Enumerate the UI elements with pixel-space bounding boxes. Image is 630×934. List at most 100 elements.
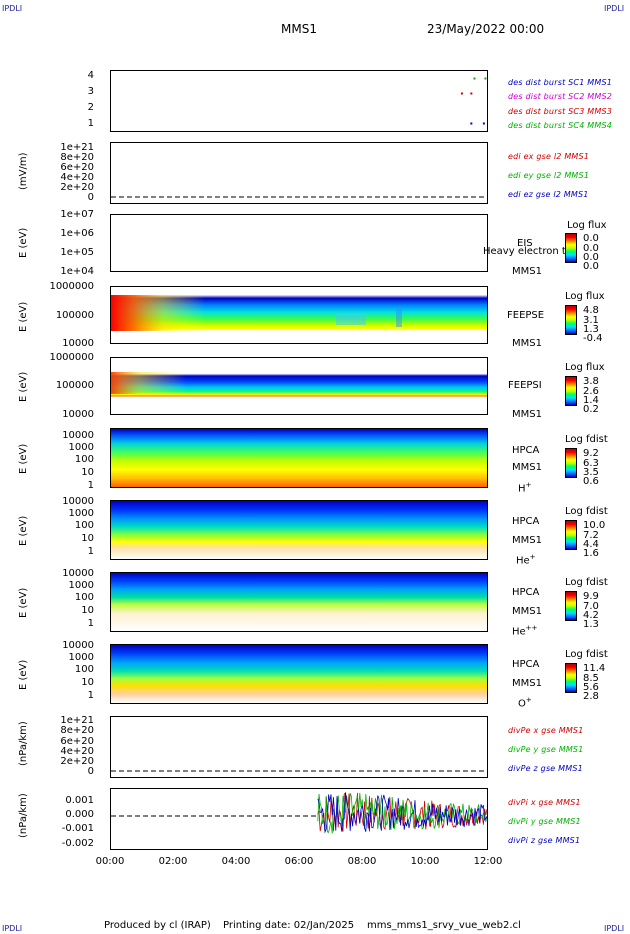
hpca-he-ytick: 10: [81, 533, 94, 544]
feepsi-ylabel: E (eV): [18, 371, 29, 402]
hpca-h-cbar-value: 9.2: [583, 448, 599, 459]
divpe-ytick: 0: [87, 766, 94, 777]
feepse-spectrogram: [111, 287, 487, 343]
hpca-o-cbar-value: 2.8: [583, 691, 599, 702]
feepsi-spacecraft-label: MMS1: [512, 409, 542, 420]
divpe-ytick: 2e+20: [60, 756, 94, 767]
hpca-hepp-cbar-value: 1.3: [583, 619, 599, 630]
legend-edi-y: edi ey gse l2 MMS1: [508, 171, 590, 180]
eis-cbar-value: 0.0: [583, 252, 599, 263]
xaxis-tick: 04:00: [221, 856, 251, 867]
divpe-panel: [110, 716, 488, 778]
divpi-ylabel: (nPa/km): [18, 793, 29, 838]
hpca-h-spectrogram: [111, 429, 487, 487]
hpca-o-cbar-value: 8.5: [583, 673, 599, 684]
eis-ytick: 1e+04: [60, 266, 94, 277]
hpca-he-cbar-value: 7.2: [583, 530, 599, 541]
hpca-he-spacecraft-label: MMS1: [512, 535, 542, 546]
hpca-o-spectrogram: [111, 645, 487, 703]
spacecraft-title: MMS1: [281, 22, 317, 36]
hpca-o-ytick: 10: [81, 677, 94, 688]
xaxis-tick: 12:00: [473, 856, 503, 867]
hpca-h-species-label: H+: [518, 481, 532, 495]
divpe-ytick: 1e+21: [60, 715, 94, 726]
hpca-h-ytick: 1: [87, 480, 94, 491]
hpca-o-spacecraft-label: MMS1: [512, 678, 542, 689]
hpca-hepp-ytick: 100: [74, 592, 94, 603]
feepse-ylabel: E (eV): [18, 301, 29, 332]
feepse-cbar-value: -0.4: [583, 333, 603, 344]
hpca-h-ytick: 100: [74, 454, 94, 465]
hpca-o-ylabel: E (eV): [18, 659, 29, 690]
feepse-colorbar-title: Log flux: [565, 291, 605, 302]
eis-ylabel: E (eV): [18, 227, 29, 258]
feepsi-cbar-value: 3.8: [583, 376, 599, 387]
hpca-he-instrument-label: HPCA: [512, 516, 540, 527]
hpca-hepp-spacecraft-label: MMS1: [512, 606, 542, 617]
legend-burst-sc3: des dist burst SC3 MMS3: [508, 107, 613, 116]
legend-burst-sc1: des dist burst SC1 MMS1: [508, 78, 613, 87]
feepsi-ytick: 10000: [62, 409, 94, 420]
eis-instrument-label: EIS: [517, 238, 533, 249]
divpi-ytick: -0.001: [61, 823, 94, 834]
corner-label-bottom-right: IPDLI: [604, 924, 625, 933]
divpe-ytick: 8e+20: [60, 725, 94, 736]
hpca-hepp-ylabel: E (eV): [18, 587, 29, 618]
divpe-ytick: 4e+20: [60, 746, 94, 757]
hpca-hepp-species-label: He++: [512, 624, 538, 638]
legend-edi-x: edi ex gse l2 MMS1: [508, 152, 590, 161]
xaxis-tick: 06:00: [284, 856, 314, 867]
hpca-o-cbar-value: 5.6: [583, 682, 599, 693]
feepsi-colorbar-title: Log flux: [565, 362, 605, 373]
feepsi-cbar-value: 1.4: [583, 395, 599, 406]
hpca-h-colorbar-title: Log fdist: [565, 434, 608, 445]
hpca-he-colorbar-title: Log fdist: [565, 506, 608, 517]
edi-ylabel: (mV/m): [18, 152, 29, 191]
edi-ytick: 1e+21: [60, 142, 94, 153]
xaxis-tick: 00:00: [95, 856, 125, 867]
hpca-hepp-ytick: 10: [81, 605, 94, 616]
eis-overlay-text: Heavy electron to: [483, 246, 572, 257]
divpe-ytick: 6e+20: [60, 736, 94, 747]
feepse-ytick: 100000: [55, 310, 94, 321]
hpca-o-ytick: 1: [87, 690, 94, 701]
burst-point: [470, 92, 473, 95]
hpca-o-ytick: 10000: [62, 640, 94, 651]
burst-ytick-2: 2: [87, 102, 94, 113]
burst-ytick-3: 3: [87, 86, 94, 97]
hpca-h-ytick: 10: [81, 467, 94, 478]
feepsi-colorbar: [565, 376, 577, 406]
feepsi-panel: [110, 357, 488, 415]
date-time-title: 23/May/2022 00:00: [427, 22, 545, 36]
burst-point: [482, 122, 485, 125]
burst-ytick-1: 1: [87, 118, 94, 129]
eis-ytick: 1e+07: [60, 209, 94, 220]
eis-ytick: 1e+06: [60, 228, 94, 239]
edi-ytick: 2e+20: [60, 182, 94, 193]
hpca-h-ylabel: E (eV): [18, 443, 29, 474]
feepse-ytick: 10000: [62, 338, 94, 349]
hpca-hepp-ytick: 1: [87, 618, 94, 629]
burst-panel: [110, 70, 488, 132]
hpca-h-panel: [110, 428, 488, 488]
hpca-h-cbar-value: 0.6: [583, 476, 599, 487]
hpca-hepp-colorbar-title: Log fdist: [565, 577, 608, 588]
hpca-h-ytick: 10000: [62, 430, 94, 441]
hpca-hepp-cbar-value: 9.9: [583, 591, 599, 602]
eis-cbar-value: 0.0: [583, 233, 599, 244]
feepse-instrument-label: FEEPSE: [507, 310, 545, 321]
eis-panel: [110, 214, 488, 272]
hpca-o-colorbar-title: Log fdist: [565, 649, 608, 660]
feepse-ytick: 1000000: [49, 281, 94, 292]
hpca-he-cbar-value: 10.0: [583, 520, 606, 531]
feepse-panel: [110, 286, 488, 344]
divpe-ylabel: (nPa/km): [18, 721, 29, 766]
divpi-plot: [111, 791, 487, 834]
burst-plot: [460, 77, 487, 125]
hpca-o-species-label: O+: [518, 696, 532, 710]
hpca-o-cbar-value: 11.4: [583, 663, 606, 674]
feepsi-cbar-value: 2.6: [583, 386, 599, 397]
feepsi-cbar-value: 0.2: [583, 404, 599, 415]
hpca-he-species-label: He+: [516, 553, 536, 567]
hpca-he-cbar-value: 1.6: [583, 548, 599, 559]
